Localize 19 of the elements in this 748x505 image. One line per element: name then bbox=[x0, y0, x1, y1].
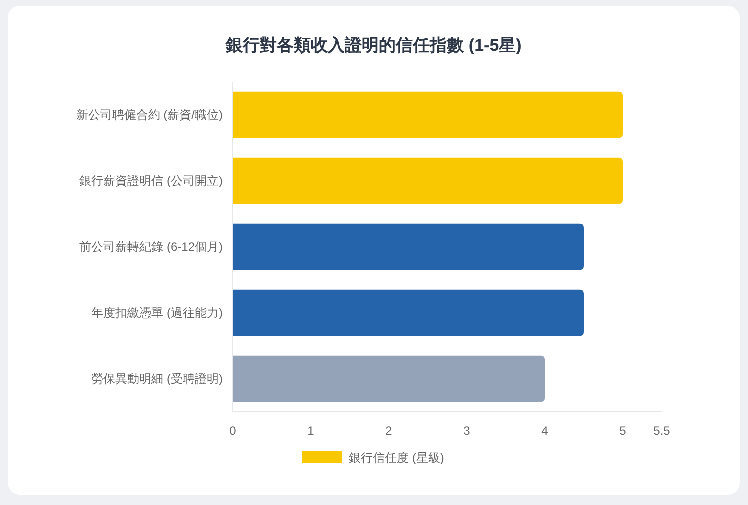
bar bbox=[233, 158, 623, 204]
x-tick-label: 3 bbox=[464, 424, 471, 438]
bar bbox=[233, 356, 545, 402]
x-tick-label: 5.5 bbox=[654, 424, 671, 438]
x-tick-label: 2 bbox=[386, 424, 393, 438]
x-tick-label: 5 bbox=[620, 424, 627, 438]
bar bbox=[233, 92, 623, 138]
y-tick-label: 前公司薪轉紀錄 (6-12個月) bbox=[80, 240, 224, 254]
x-tick-label: 1 bbox=[308, 424, 315, 438]
y-tick-label: 勞保異動明細 (受聘證明) bbox=[92, 372, 223, 386]
y-tick-label: 新公司聘僱合約 (薪資/職位) bbox=[76, 108, 223, 122]
x-tick-label: 0 bbox=[230, 424, 237, 438]
bar bbox=[233, 224, 584, 270]
x-tick-label: 4 bbox=[542, 424, 549, 438]
y-tick-label: 年度扣繳憑單 (過往能力) bbox=[92, 306, 223, 320]
legend-label: 銀行信任度 (星級) bbox=[349, 451, 444, 465]
y-tick-label: 銀行薪資證明信 (公司開立) bbox=[80, 174, 223, 188]
chart-title: 銀行對各類收入證明的信任指數 (1-5星) bbox=[225, 36, 522, 55]
bar bbox=[233, 290, 584, 336]
